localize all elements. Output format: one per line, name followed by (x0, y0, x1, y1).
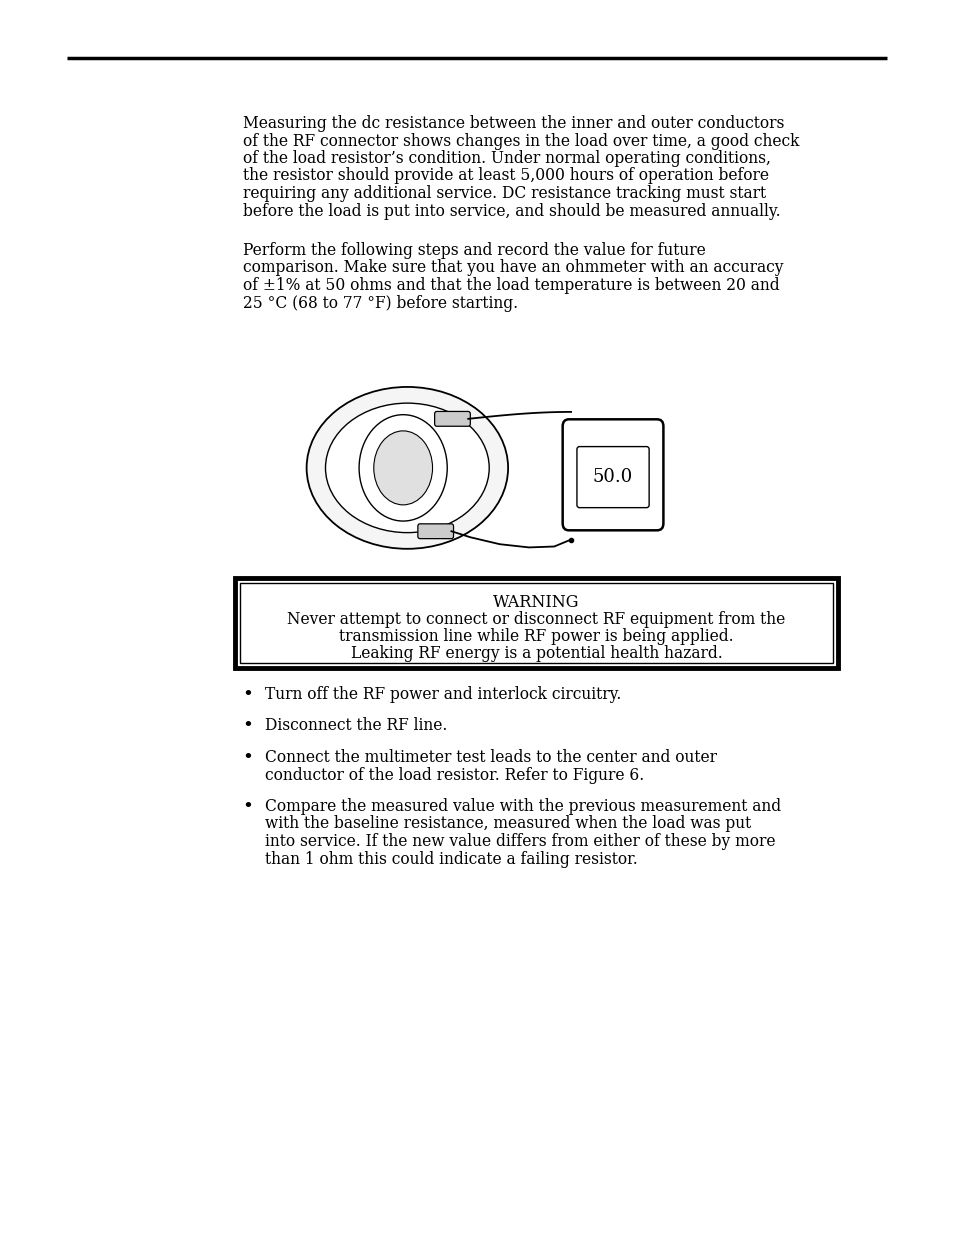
Ellipse shape (306, 387, 508, 548)
Text: before the load is put into service, and should be measured annually.: before the load is put into service, and… (243, 203, 781, 220)
Bar (235, 578, 837, 668)
Text: Turn off the RF power and interlock circuitry.: Turn off the RF power and interlock circ… (265, 685, 621, 703)
Text: the resistor should provide at least 5,000 hours of operation before: the resistor should provide at least 5,0… (243, 168, 768, 184)
Ellipse shape (374, 431, 432, 505)
Text: 50.0: 50.0 (593, 468, 633, 487)
FancyBboxPatch shape (435, 411, 470, 426)
Text: of ±1% at 50 ohms and that the load temperature is between 20 and: of ±1% at 50 ohms and that the load temp… (243, 277, 780, 294)
Text: •: • (241, 718, 253, 736)
Text: Leaking RF energy is a potential health hazard.: Leaking RF energy is a potential health … (351, 645, 721, 662)
Text: Connect the multimeter test leads to the center and outer: Connect the multimeter test leads to the… (265, 748, 717, 766)
Text: requiring any additional service. DC resistance tracking must start: requiring any additional service. DC res… (243, 185, 765, 203)
Text: of the RF connector shows changes in the load over time, a good check: of the RF connector shows changes in the… (243, 132, 799, 149)
Text: Perform the following steps and record the value for future: Perform the following steps and record t… (243, 242, 705, 259)
Text: Disconnect the RF line.: Disconnect the RF line. (265, 718, 447, 735)
Text: •: • (241, 685, 253, 704)
Text: with the baseline resistance, measured when the load was put: with the baseline resistance, measured w… (265, 815, 751, 832)
Text: 25 °C (68 to 77 °F) before starting.: 25 °C (68 to 77 °F) before starting. (243, 294, 517, 311)
Text: Measuring the dc resistance between the inner and outer conductors: Measuring the dc resistance between the … (243, 115, 783, 132)
Text: •: • (241, 798, 253, 816)
FancyBboxPatch shape (577, 447, 648, 508)
Text: of the load resistor’s condition. Under normal operating conditions,: of the load resistor’s condition. Under … (243, 149, 770, 167)
Text: into service. If the new value differs from either of these by more: into service. If the new value differs f… (265, 832, 775, 850)
Text: transmission line while RF power is being applied.: transmission line while RF power is bein… (339, 629, 733, 645)
Text: Never attempt to connect or disconnect RF equipment from the: Never attempt to connect or disconnect R… (287, 611, 785, 629)
Text: than 1 ohm this could indicate a failing resistor.: than 1 ohm this could indicate a failing… (265, 851, 638, 867)
Ellipse shape (358, 415, 447, 521)
FancyBboxPatch shape (417, 524, 453, 538)
Text: conductor of the load resistor. Refer to Figure 6.: conductor of the load resistor. Refer to… (265, 767, 644, 783)
Text: •: • (241, 748, 253, 767)
Text: comparison. Make sure that you have an ohmmeter with an accuracy: comparison. Make sure that you have an o… (243, 259, 783, 277)
Text: Compare the measured value with the previous measurement and: Compare the measured value with the prev… (265, 798, 781, 815)
Text: WARNING: WARNING (493, 594, 579, 611)
FancyBboxPatch shape (562, 420, 662, 530)
Ellipse shape (325, 403, 489, 532)
Bar (240, 583, 832, 663)
